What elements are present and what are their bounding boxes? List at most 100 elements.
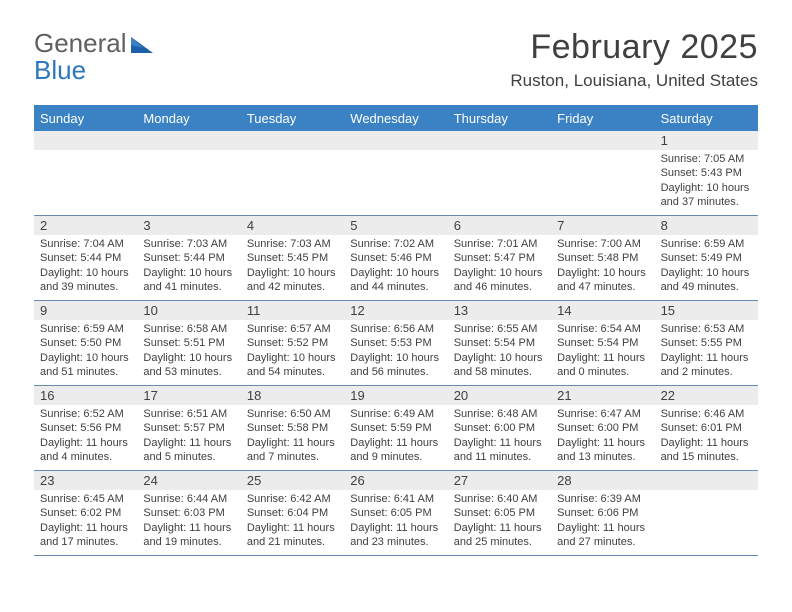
daylight-text: Daylight: 10 hours and 54 minutes. xyxy=(247,351,338,380)
title-block: February 2025 Ruston, Louisiana, United … xyxy=(510,28,758,91)
sunrise-text: Sunrise: 7:05 AM xyxy=(661,152,752,166)
sunset-text: Sunset: 5:50 PM xyxy=(40,336,131,350)
sunset-text: Sunset: 5:52 PM xyxy=(247,336,338,350)
daylight-text: Daylight: 11 hours and 25 minutes. xyxy=(454,521,545,550)
calendar-day-cell: 21Sunrise: 6:47 AMSunset: 6:00 PMDayligh… xyxy=(551,386,654,470)
day-number: 12 xyxy=(344,301,447,320)
sunset-text: Sunset: 5:57 PM xyxy=(143,421,234,435)
day-number: 3 xyxy=(137,216,240,235)
daylight-text: Daylight: 10 hours and 53 minutes. xyxy=(143,351,234,380)
day-details: Sunrise: 6:55 AMSunset: 5:54 PMDaylight:… xyxy=(448,320,551,383)
calendar-day-cell: 3Sunrise: 7:03 AMSunset: 5:44 PMDaylight… xyxy=(137,216,240,300)
sunrise-text: Sunrise: 6:59 AM xyxy=(40,322,131,336)
day-number: 11 xyxy=(241,301,344,320)
weekday-header: Friday xyxy=(551,107,654,131)
sunset-text: Sunset: 5:53 PM xyxy=(350,336,441,350)
day-number: 15 xyxy=(655,301,758,320)
calendar-day-cell: 6Sunrise: 7:01 AMSunset: 5:47 PMDaylight… xyxy=(448,216,551,300)
day-number xyxy=(448,131,551,150)
sunrise-text: Sunrise: 6:54 AM xyxy=(557,322,648,336)
day-number xyxy=(34,131,137,150)
calendar-day-cell: 20Sunrise: 6:48 AMSunset: 6:00 PMDayligh… xyxy=(448,386,551,470)
sunrise-text: Sunrise: 6:51 AM xyxy=(143,407,234,421)
calendar-day-cell: 14 Sunrise: 6:54 AMSunset: 5:54 PMDayligh… xyxy=(551,301,654,385)
calendar-day-cell xyxy=(448,131,551,215)
sunset-text: Sunset: 5:58 PM xyxy=(247,421,338,435)
sunset-text: Sunset: 5:48 PM xyxy=(557,251,648,265)
sunset-text: Sunset: 5:45 PM xyxy=(247,251,338,265)
day-number xyxy=(344,131,447,150)
sunset-text: Sunset: 5:54 PM xyxy=(454,336,545,350)
day-details: Sunrise: 6:59 AMSunset: 5:50 PMDaylight:… xyxy=(34,320,137,383)
day-number: 21 xyxy=(551,386,654,405)
weekday-header: Sunday xyxy=(34,107,137,131)
location-text: Ruston, Louisiana, United States xyxy=(510,71,758,91)
sunset-text: Sunset: 6:00 PM xyxy=(557,421,648,435)
weekday-header: Monday xyxy=(137,107,240,131)
sunset-text: Sunset: 6:01 PM xyxy=(661,421,752,435)
sunrise-text: Sunrise: 6:46 AM xyxy=(661,407,752,421)
calendar-day-cell: 25Sunrise: 6:42 AMSunset: 6:04 PMDayligh… xyxy=(241,471,344,555)
calendar-week-row: 1Sunrise: 7:05 AMSunset: 5:43 PMDaylight… xyxy=(34,131,758,216)
brand-word2-wrap: Blue xyxy=(34,55,86,86)
daylight-text: Daylight: 11 hours and 19 minutes. xyxy=(143,521,234,550)
day-details: Sunrise: 6:44 AMSunset: 6:03 PMDaylight:… xyxy=(137,490,240,553)
calendar-day-cell: 8Sunrise: 6:59 AMSunset: 5:49 PMDaylight… xyxy=(655,216,758,300)
daylight-text: Daylight: 10 hours and 47 minutes. xyxy=(557,266,648,295)
calendar-week-row: 2Sunrise: 7:04 AMSunset: 5:44 PMDaylight… xyxy=(34,216,758,301)
sunrise-text: Sunrise: 6:40 AM xyxy=(454,492,545,506)
day-details: Sunrise: 6:57 AMSunset: 5:52 PMDaylight:… xyxy=(241,320,344,383)
sunrise-text: Sunrise: 7:01 AM xyxy=(454,237,545,251)
sunrise-text: Sunrise: 7:02 AM xyxy=(350,237,441,251)
day-details: Sunrise: 7:03 AMSunset: 5:44 PMDaylight:… xyxy=(137,235,240,298)
daylight-text: Daylight: 11 hours and 0 minutes. xyxy=(557,351,648,380)
day-details: Sunrise: 6:47 AMSunset: 6:00 PMDaylight:… xyxy=(551,405,654,468)
calendar-day-cell: 26Sunrise: 6:41 AMSunset: 6:05 PMDayligh… xyxy=(344,471,447,555)
sunrise-text: Sunrise: 6:52 AM xyxy=(40,407,131,421)
calendar-day-cell xyxy=(137,131,240,215)
day-details: Sunrise: 6:49 AMSunset: 5:59 PMDaylight:… xyxy=(344,405,447,468)
sunrise-text: Sunrise: 6:57 AM xyxy=(247,322,338,336)
calendar-day-cell: 17Sunrise: 6:51 AMSunset: 5:57 PMDayligh… xyxy=(137,386,240,470)
calendar-day-cell: 19Sunrise: 6:49 AMSunset: 5:59 PMDayligh… xyxy=(344,386,447,470)
sunset-text: Sunset: 5:49 PM xyxy=(661,251,752,265)
daylight-text: Daylight: 10 hours and 44 minutes. xyxy=(350,266,441,295)
day-details: Sunrise: 7:00 AMSunset: 5:48 PMDaylight:… xyxy=(551,235,654,298)
day-details: Sunrise: 6:58 AMSunset: 5:51 PMDaylight:… xyxy=(137,320,240,383)
day-number: 24 xyxy=(137,471,240,490)
day-number: 26 xyxy=(344,471,447,490)
sunrise-text: Sunrise: 6:49 AM xyxy=(350,407,441,421)
daylight-text: Daylight: 10 hours and 37 minutes. xyxy=(661,181,752,210)
sunset-text: Sunset: 5:51 PM xyxy=(143,336,234,350)
day-details: Sunrise: 7:05 AMSunset: 5:43 PMDaylight:… xyxy=(655,150,758,213)
weekday-header: Tuesday xyxy=(241,107,344,131)
weekday-header: Thursday xyxy=(448,107,551,131)
day-number: 8 xyxy=(655,216,758,235)
calendar-day-cell: 24Sunrise: 6:44 AMSunset: 6:03 PMDayligh… xyxy=(137,471,240,555)
calendar-day-cell: 1Sunrise: 7:05 AMSunset: 5:43 PMDaylight… xyxy=(655,131,758,215)
sunrise-text: Sunrise: 6:50 AM xyxy=(247,407,338,421)
day-number: 4 xyxy=(241,216,344,235)
day-number: 18 xyxy=(241,386,344,405)
calendar-day-cell: 28Sunrise: 6:39 AMSunset: 6:06 PMDayligh… xyxy=(551,471,654,555)
daylight-text: Daylight: 11 hours and 17 minutes. xyxy=(40,521,131,550)
day-details: Sunrise: 6:39 AMSunset: 6:06 PMDaylight:… xyxy=(551,490,654,553)
sunset-text: Sunset: 6:05 PM xyxy=(454,506,545,520)
sunrise-text: Sunrise: 6:53 AM xyxy=(661,322,752,336)
day-number: 19 xyxy=(344,386,447,405)
daylight-text: Daylight: 11 hours and 4 minutes. xyxy=(40,436,131,465)
daylight-text: Daylight: 10 hours and 49 minutes. xyxy=(661,266,752,295)
sunrise-text: Sunrise: 6:55 AM xyxy=(454,322,545,336)
day-number: 14 xyxy=(551,301,654,320)
calendar-day-cell: 23Sunrise: 6:45 AMSunset: 6:02 PMDayligh… xyxy=(34,471,137,555)
weekday-header-row: Sunday Monday Tuesday Wednesday Thursday… xyxy=(34,107,758,131)
calendar: Sunday Monday Tuesday Wednesday Thursday… xyxy=(34,105,758,556)
daylight-text: Daylight: 11 hours and 7 minutes. xyxy=(247,436,338,465)
calendar-day-cell xyxy=(34,131,137,215)
day-details: Sunrise: 7:02 AMSunset: 5:46 PMDaylight:… xyxy=(344,235,447,298)
sunset-text: Sunset: 5:56 PM xyxy=(40,421,131,435)
sunset-text: Sunset: 5:54 PM xyxy=(557,336,648,350)
day-number: 6 xyxy=(448,216,551,235)
daylight-text: Daylight: 11 hours and 9 minutes. xyxy=(350,436,441,465)
calendar-day-cell xyxy=(241,131,344,215)
